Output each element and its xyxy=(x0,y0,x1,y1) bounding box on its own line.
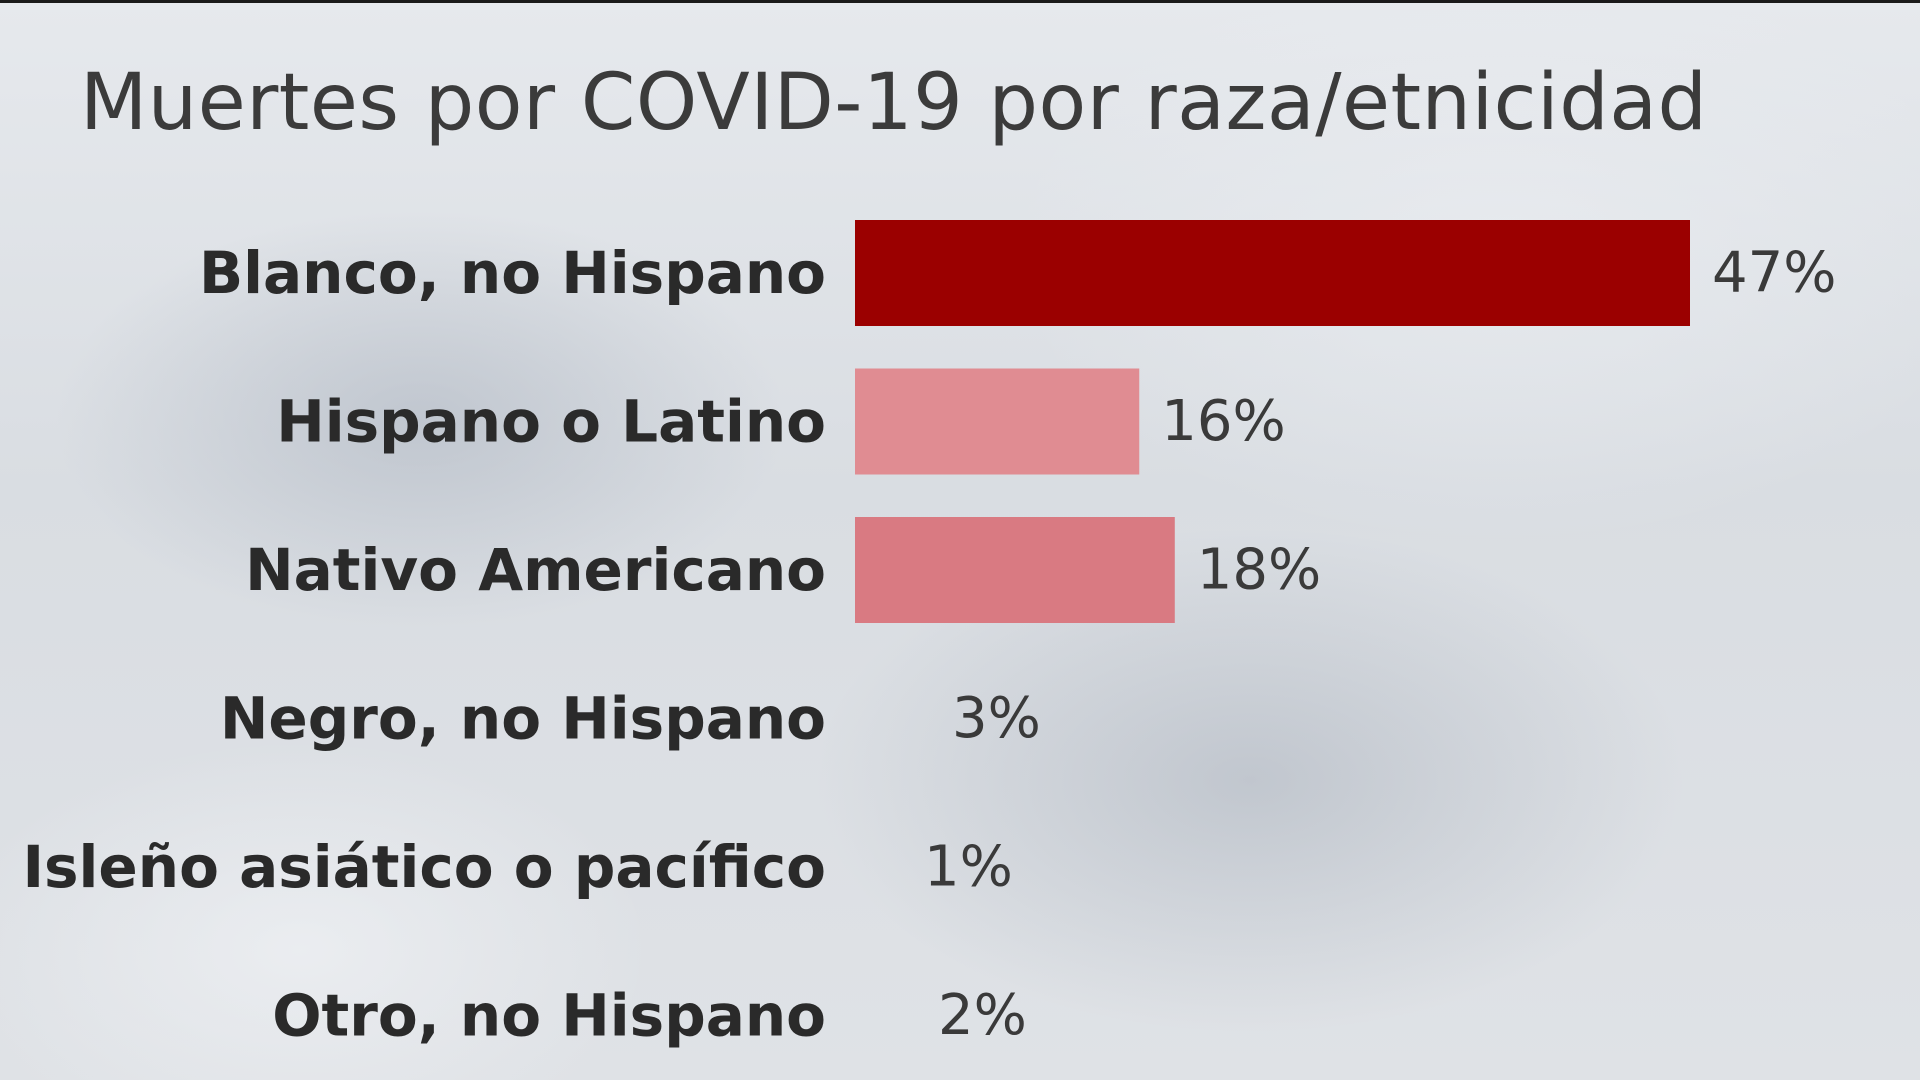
chart-title: Muertes por COVID-19 por raza/etnicidad xyxy=(80,58,1708,148)
value-label: 2% xyxy=(938,983,1027,1048)
value-label: 16% xyxy=(1161,389,1285,454)
value-label: 1% xyxy=(924,835,1013,900)
value-label: 18% xyxy=(1197,538,1321,603)
category-label: Hispano o Latino xyxy=(276,388,826,456)
category-label: Negro, no Hispano xyxy=(220,685,826,753)
bar xyxy=(855,368,1140,475)
category-label: Blanco, no Hispano xyxy=(199,239,826,307)
top-border-line xyxy=(0,0,1920,3)
category-label: Nativo Americano xyxy=(245,536,826,604)
value-label: 3% xyxy=(952,686,1041,751)
bar xyxy=(855,517,1175,623)
category-label: Otro, no Hispano xyxy=(272,982,826,1050)
bar xyxy=(855,220,1690,326)
category-label: Isleño asiático o pacífico xyxy=(22,833,826,901)
value-label: 47% xyxy=(1712,241,1836,306)
